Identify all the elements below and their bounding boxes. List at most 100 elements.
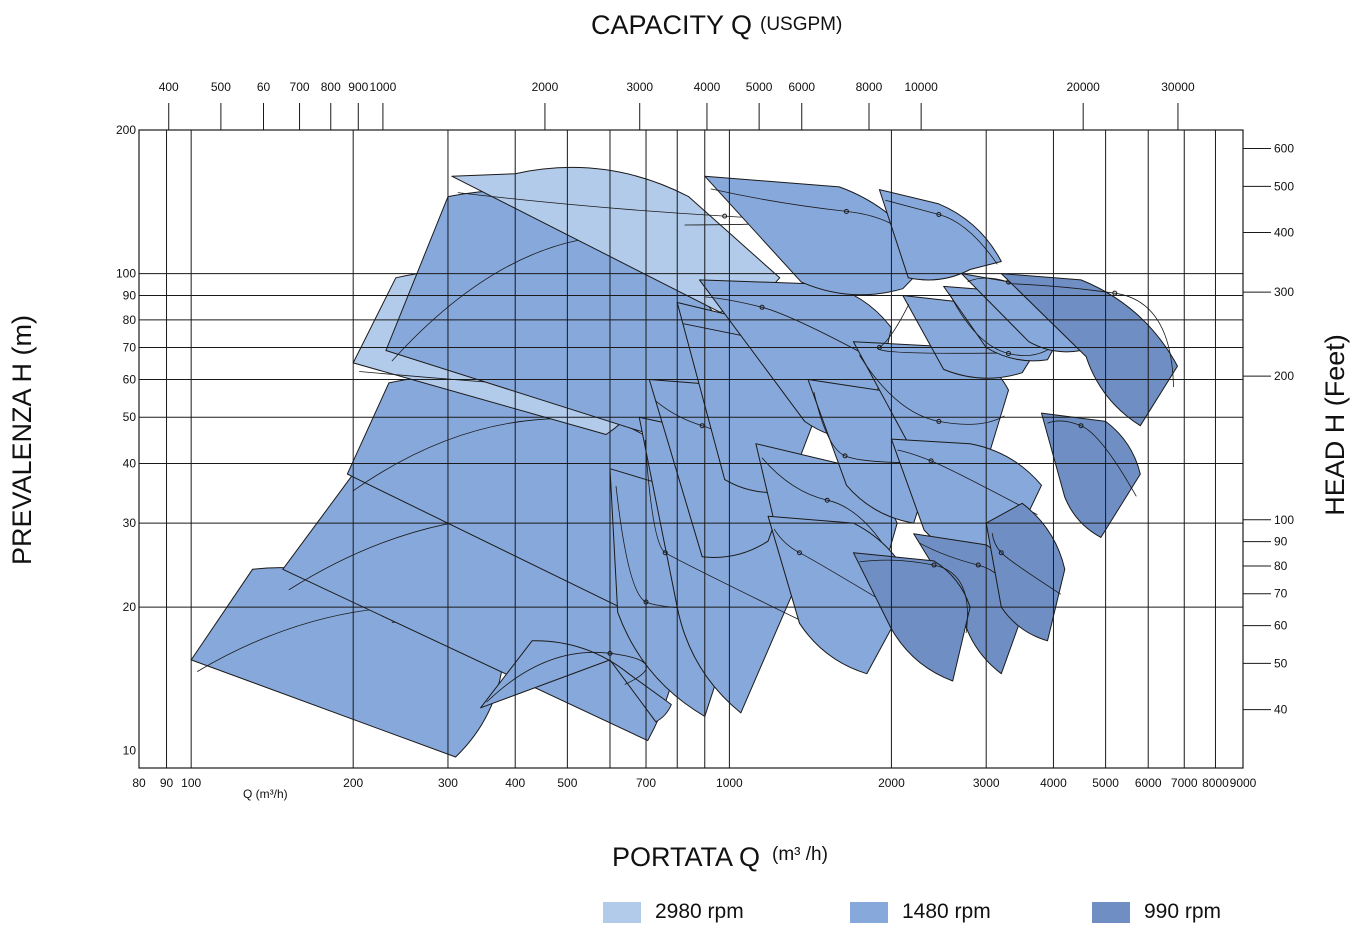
- x-tick-label-15: 8000: [1202, 776, 1229, 790]
- x2-tick-label-1: 500: [211, 80, 231, 94]
- x2-tick-label-11: 6000: [788, 80, 815, 94]
- y2-tick-label-8: 300: [1274, 285, 1294, 299]
- duty-point-20: [1005, 351, 1011, 357]
- legend-swatch-1480: [850, 901, 888, 923]
- x-tick-label-3: 200: [343, 776, 363, 790]
- y-tick-label-5: 60: [123, 372, 137, 386]
- duty-point-5: [722, 213, 728, 219]
- legend-swatch-2980: [603, 901, 641, 923]
- region-curve-23: [1047, 420, 1137, 497]
- right-axis-title: HEAD H (Feet): [1320, 334, 1350, 516]
- x2-tick-label-8: 3000: [626, 80, 653, 94]
- y2-tick-label-1: 50: [1274, 656, 1288, 670]
- region-6: [480, 640, 672, 723]
- left-axis-title: PREVALENZA H (m): [7, 315, 37, 565]
- duty-point-18: [928, 458, 934, 464]
- legend-swatch-990: [1092, 901, 1130, 923]
- x2-tick-label-0: 400: [159, 80, 179, 94]
- y-tick-label-3: 40: [123, 456, 137, 470]
- plot-frame: [138, 129, 1244, 769]
- x-tick-label-0: 80: [132, 776, 146, 790]
- region-curve-17: [859, 354, 1005, 425]
- x2-tick-label-15: 30000: [1161, 80, 1195, 94]
- x2-tick-label-2: 60: [257, 80, 271, 94]
- x2-tick-label-10: 5000: [746, 80, 773, 94]
- region-curve-22: [1007, 283, 1174, 388]
- x2-tick-label-6: 1000: [370, 80, 397, 94]
- duty-point-17: [936, 418, 942, 424]
- duty-point-23: [1078, 423, 1084, 429]
- x-tick-label-7: 700: [636, 776, 656, 790]
- x2-tick-label-13: 10000: [904, 80, 938, 94]
- region-curve-8: [644, 439, 800, 620]
- legend-item-1480: 1480 rpm: [850, 898, 991, 926]
- y-tick-label-4: 50: [123, 410, 137, 424]
- y2-tick-label-6: 100: [1274, 513, 1294, 527]
- x-tick-label-6: 500: [557, 776, 577, 790]
- y-tick-label-1: 20: [123, 600, 137, 614]
- x2-tick-label-5: 900: [348, 80, 368, 94]
- duty-point-26: [998, 550, 1004, 556]
- region-23: [1041, 412, 1141, 538]
- x-tick-label-1: 90: [160, 776, 174, 790]
- duty-point-15: [797, 550, 803, 556]
- x2-tick-label-9: 4000: [694, 80, 721, 94]
- x-tick-label-11: 4000: [1040, 776, 1067, 790]
- duty-point-16: [842, 453, 848, 459]
- grid-lines: [139, 130, 1243, 768]
- duty-point-14: [824, 497, 830, 503]
- x2-tick-label-3: 700: [290, 80, 310, 94]
- y2-tick-label-4: 80: [1274, 559, 1288, 573]
- y2-tick-label-2: 60: [1274, 619, 1288, 633]
- duty-point-24: [975, 562, 981, 568]
- x-tick-label-14: 7000: [1171, 776, 1198, 790]
- performance-regions: [190, 166, 1178, 758]
- tick-labels: 80 90 100 200 300 400 500 700 1000 2000 3000 4000 50…: [116, 80, 1294, 790]
- top-axis-title: CAPACITY Q: [591, 10, 752, 40]
- legend-label-990: 990 rpm: [1144, 900, 1222, 923]
- duty-point-11: [759, 304, 765, 310]
- region-22: [1000, 273, 1178, 427]
- x-tick-label-9: 2000: [878, 776, 905, 790]
- y-tick-label-7: 80: [123, 313, 137, 327]
- x2-tick-label-14: 20000: [1066, 80, 1100, 94]
- x-tick-label-2: 100: [181, 776, 201, 790]
- region-25: [852, 552, 971, 682]
- y-tick-label-9: 100: [116, 267, 136, 281]
- duty-point-25: [931, 562, 937, 568]
- y-tick-label-10: 200: [116, 123, 136, 137]
- x-tick-label-12: 5000: [1092, 776, 1119, 790]
- x2-tick-label-12: 8000: [856, 80, 883, 94]
- x-tick-label-13: 6000: [1135, 776, 1162, 790]
- y-tick-label-8: 90: [123, 288, 137, 302]
- region-curve-26: [991, 533, 1062, 595]
- bottom-axis-unit: (m³ /h): [772, 844, 828, 865]
- plot-border: [138, 129, 1244, 769]
- x-tick-label-10: 3000: [973, 776, 1000, 790]
- region-curve-14: [761, 457, 894, 561]
- x2-tick-label-4: 800: [321, 80, 341, 94]
- x-tick-label-16: 9000: [1230, 776, 1257, 790]
- bottom-axis-title: PORTATA Q: [612, 842, 760, 872]
- x2-tick-label-7: 2000: [532, 80, 559, 94]
- y2-tick-label-9: 400: [1274, 226, 1294, 240]
- region-curve-15: [773, 528, 910, 618]
- y2-tick-label-11: 600: [1274, 142, 1294, 156]
- y-tick-label-0: 10: [123, 744, 137, 758]
- y2-tick-label-10: 500: [1274, 179, 1294, 193]
- y-tick-label-6: 70: [123, 341, 137, 355]
- legend-label-1480: 1480 rpm: [902, 900, 991, 923]
- region-26: [985, 502, 1066, 642]
- y2-tick-label-0: 40: [1274, 703, 1288, 717]
- y2-tick-label-7: 200: [1274, 369, 1294, 383]
- region-curve-20: [949, 293, 1062, 356]
- duty-point-9: [699, 423, 705, 429]
- legend-item-2980: 2980 rpm: [603, 898, 744, 926]
- x-tick-label-5: 400: [505, 776, 525, 790]
- y2-tick-label-3: 70: [1274, 587, 1288, 601]
- y-tick-label-2: 30: [123, 516, 137, 530]
- y2-tick-label-5: 90: [1274, 535, 1288, 549]
- duty-point-13: [936, 212, 942, 218]
- top-axis-unit: (USGPM): [760, 14, 842, 35]
